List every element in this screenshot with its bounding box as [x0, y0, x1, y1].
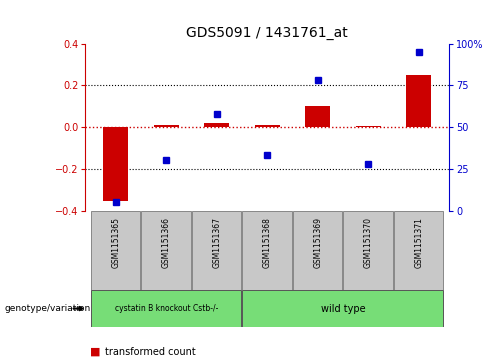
Text: GSM1151365: GSM1151365 — [111, 217, 120, 268]
Bar — [192, 211, 242, 290]
Text: GSM1151367: GSM1151367 — [212, 217, 221, 268]
Bar — [406, 75, 431, 127]
Bar — [243, 290, 444, 327]
Bar — [91, 211, 141, 290]
Text: GSM1151368: GSM1151368 — [263, 217, 272, 268]
Bar — [154, 125, 179, 127]
Bar — [243, 211, 292, 290]
Bar — [344, 211, 393, 290]
Text: genotype/variation: genotype/variation — [5, 304, 91, 313]
Text: GSM1151371: GSM1151371 — [414, 217, 423, 268]
Title: GDS5091 / 1431761_at: GDS5091 / 1431761_at — [186, 26, 348, 40]
Text: GSM1151369: GSM1151369 — [313, 217, 322, 268]
Bar — [394, 211, 444, 290]
Text: GSM1151366: GSM1151366 — [162, 217, 171, 268]
Text: ■: ■ — [90, 347, 101, 357]
Bar — [91, 290, 242, 327]
Bar — [356, 126, 381, 127]
Text: transformed count: transformed count — [105, 347, 196, 357]
Bar — [255, 125, 280, 127]
Bar — [142, 211, 191, 290]
Bar — [103, 127, 128, 201]
Bar — [293, 211, 343, 290]
Bar — [204, 123, 229, 127]
Text: GSM1151370: GSM1151370 — [364, 217, 373, 268]
Text: wild type: wild type — [321, 303, 365, 314]
Text: cystatin B knockout Cstb-/-: cystatin B knockout Cstb-/- — [115, 304, 218, 313]
Bar — [305, 106, 330, 127]
